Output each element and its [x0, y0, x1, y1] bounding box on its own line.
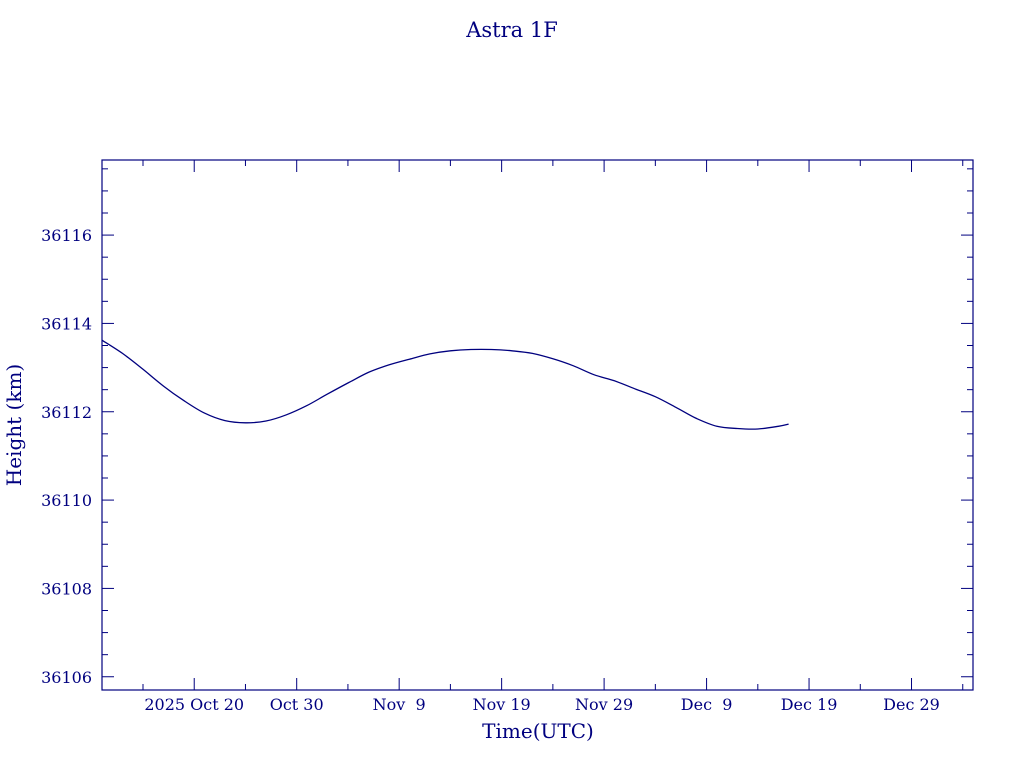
- x-tick-label: 2025 Oct 20: [144, 695, 244, 714]
- x-tick-label: Dec 9: [681, 695, 733, 714]
- y-tick-label: 36106: [41, 668, 92, 687]
- x-tick-label: Dec 19: [781, 695, 838, 714]
- y-tick-label: 36108: [41, 579, 92, 598]
- chart-title: Astra 1F: [465, 18, 558, 42]
- x-tick-label: Dec 29: [883, 695, 940, 714]
- y-tick-label: 36110: [41, 491, 92, 510]
- plot-frame: [101, 159, 974, 691]
- x-tick-label: Nov 9: [373, 695, 426, 714]
- x-tick-label: Nov 29: [575, 695, 633, 714]
- x-tick-labels: 2025 Oct 20 Oct 30 Nov 9 Nov 19 Nov 29 Dec 9 D…: [144, 695, 940, 714]
- y-tick-label: 36114: [41, 314, 92, 333]
- x-tick-label: Oct 30: [270, 695, 324, 714]
- x-tick-label: Nov 19: [473, 695, 531, 714]
- axis-ticks: [102, 160, 973, 690]
- y-tick-label: 36116: [41, 226, 92, 245]
- y-tick-labels: 36106 36108 36110 36112 36114 36116: [41, 226, 92, 687]
- y-tick-label: 36112: [41, 403, 92, 422]
- height-series-line: [101, 339, 789, 430]
- x-axis-label: Time(UTC): [482, 719, 594, 743]
- y-axis-label: Height (km): [2, 364, 26, 486]
